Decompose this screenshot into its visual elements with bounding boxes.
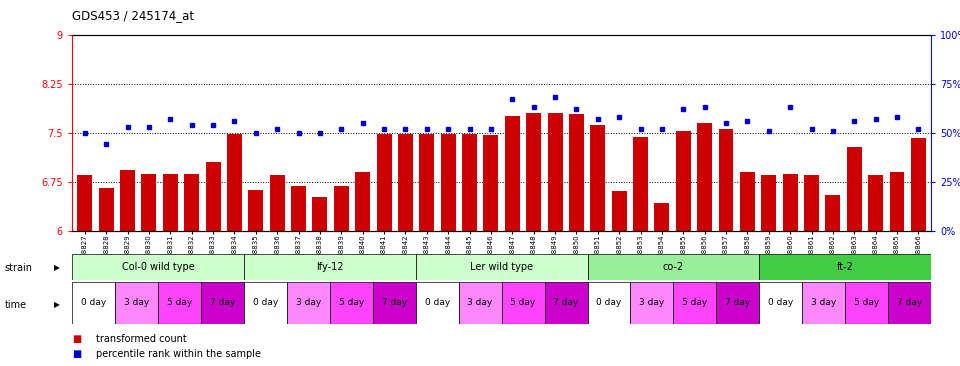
Bar (416, 282, 459, 324)
Bar (890, 172, 904, 231)
Bar (72, 282, 115, 324)
Bar (115, 282, 157, 324)
Bar (462, 134, 477, 231)
Text: 0 day: 0 day (424, 298, 450, 307)
Bar (673, 282, 716, 324)
Bar (372, 282, 416, 324)
Bar (484, 135, 498, 231)
Bar (163, 174, 178, 231)
Text: 3 day: 3 day (296, 298, 321, 307)
Bar (398, 134, 413, 231)
Text: 0 day: 0 day (81, 298, 107, 307)
Text: time: time (5, 299, 27, 310)
Bar (868, 175, 883, 231)
Bar (911, 138, 925, 231)
Bar (845, 282, 888, 324)
Bar (334, 186, 348, 231)
Text: 0 day: 0 day (596, 298, 622, 307)
Bar (761, 175, 777, 231)
Text: ft-2: ft-2 (837, 262, 853, 272)
Bar (227, 134, 242, 231)
Bar (270, 175, 285, 231)
Bar (312, 197, 327, 231)
Bar (330, 282, 372, 324)
Bar (184, 174, 199, 231)
Bar (526, 113, 541, 231)
Bar (759, 282, 803, 324)
Text: 7 day: 7 day (725, 298, 751, 307)
Text: 3 day: 3 day (124, 298, 149, 307)
Text: 3 day: 3 day (639, 298, 664, 307)
Text: 3 day: 3 day (468, 298, 492, 307)
Bar (547, 113, 563, 231)
Bar (676, 131, 691, 231)
Bar (655, 203, 669, 231)
Text: 5 day: 5 day (511, 298, 536, 307)
Bar (355, 172, 371, 231)
Bar (612, 191, 627, 231)
Text: 0 day: 0 day (768, 298, 794, 307)
Bar (416, 254, 588, 280)
Text: 5 day: 5 day (339, 298, 364, 307)
Bar (826, 195, 840, 231)
Text: ■: ■ (72, 349, 82, 359)
Text: transformed count: transformed count (96, 333, 187, 344)
Bar (759, 254, 931, 280)
Bar (201, 282, 244, 324)
Bar (99, 188, 113, 231)
Bar (420, 134, 434, 231)
Bar (569, 115, 584, 231)
Bar (505, 116, 519, 231)
Text: Ler wild type: Ler wild type (470, 262, 533, 272)
Bar (633, 137, 648, 231)
Bar (590, 125, 605, 231)
Bar (249, 190, 263, 231)
Bar (501, 282, 544, 324)
Text: ▶: ▶ (54, 264, 60, 272)
Bar (697, 123, 712, 231)
Bar (244, 254, 416, 280)
Bar (441, 134, 456, 231)
Bar (803, 282, 845, 324)
Text: lfy-12: lfy-12 (316, 262, 344, 272)
Bar (847, 147, 862, 231)
Bar (544, 282, 588, 324)
Text: 7 day: 7 day (553, 298, 579, 307)
Text: 5 day: 5 day (167, 298, 192, 307)
Text: 7 day: 7 day (209, 298, 235, 307)
Bar (740, 172, 755, 231)
Bar (78, 175, 92, 231)
Text: 0 day: 0 day (252, 298, 278, 307)
Bar (588, 282, 631, 324)
Text: 5 day: 5 day (683, 298, 708, 307)
Text: 7 day: 7 day (897, 298, 923, 307)
Bar (804, 175, 819, 231)
Text: GDS453 / 245174_at: GDS453 / 245174_at (72, 9, 194, 22)
Bar (376, 134, 392, 231)
Bar (157, 282, 201, 324)
Bar (120, 170, 135, 231)
Text: Col-0 wild type: Col-0 wild type (122, 262, 194, 272)
Bar (291, 186, 306, 231)
Bar (588, 254, 759, 280)
Text: co-2: co-2 (662, 262, 684, 272)
Bar (718, 130, 733, 231)
Bar (631, 282, 673, 324)
Text: percentile rank within the sample: percentile rank within the sample (96, 349, 261, 359)
Bar (244, 282, 287, 324)
Bar (716, 282, 759, 324)
Text: 3 day: 3 day (811, 298, 836, 307)
Bar (888, 282, 931, 324)
Text: ▶: ▶ (54, 300, 60, 309)
Text: 7 day: 7 day (381, 298, 407, 307)
Bar (72, 254, 244, 280)
Bar (782, 174, 798, 231)
Bar (459, 282, 501, 324)
Text: ■: ■ (72, 333, 82, 344)
Text: 5 day: 5 day (854, 298, 879, 307)
Bar (287, 282, 329, 324)
Text: strain: strain (5, 263, 33, 273)
Bar (141, 174, 156, 231)
Bar (205, 162, 221, 231)
